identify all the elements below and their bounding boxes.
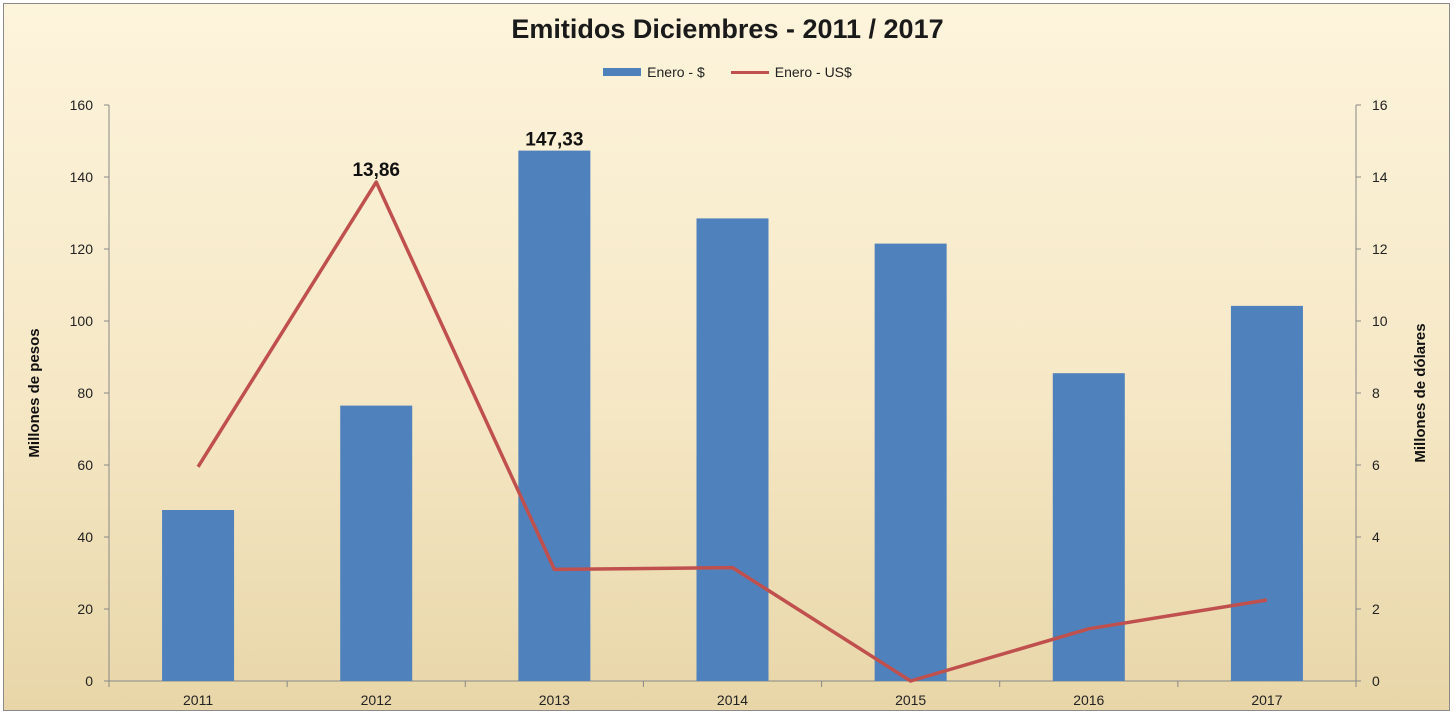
chart-title: Emitidos Diciembres - 2011 / 2017 (511, 14, 944, 44)
x-tick-label: 2015 (895, 692, 926, 708)
y-left-tick-label: 120 (70, 241, 94, 257)
x-tick-label: 2016 (1073, 692, 1104, 708)
bar (518, 150, 591, 681)
x-tick-label: 2012 (361, 692, 392, 708)
y-left-tick-label: 140 (70, 169, 94, 185)
y-right-tick-label: 12 (1372, 241, 1388, 257)
y-left-tick-label: 100 (70, 313, 94, 329)
line-series (196, 180, 1268, 683)
bar (874, 243, 947, 681)
y-axis-right-title: Millones de dólares (1412, 323, 1429, 462)
y-left-tick-label: 80 (77, 385, 93, 401)
y-right-tick-label: 8 (1372, 385, 1380, 401)
y-right-tick-label: 2 (1372, 601, 1380, 617)
y-left-tick-label: 60 (77, 457, 93, 473)
x-tick-label: 2011 (183, 692, 213, 708)
y-left-tick-label: 160 (70, 97, 94, 113)
y-right-tick-label: 10 (1372, 313, 1388, 329)
y-right-tick-label: 14 (1372, 169, 1388, 185)
y-right-tick-label: 4 (1372, 529, 1380, 545)
bar (340, 405, 413, 681)
bar (1230, 305, 1303, 681)
legend-bar-swatch (603, 68, 642, 76)
x-tick-label: 2014 (717, 692, 748, 708)
legend-line-swatch (730, 70, 769, 74)
y-axis-left-title: Millones de pesos (26, 328, 43, 457)
legend: Enero - $ Enero - US$ (0, 64, 1455, 80)
y-left-tick-label: 40 (77, 529, 93, 545)
y-right-tick-label: 0 (1372, 673, 1380, 689)
data-label: 147,33 (525, 130, 583, 151)
y-left-tick-label: 20 (77, 601, 93, 617)
bar (696, 218, 769, 681)
legend-bar-label: Enero - $ (647, 64, 705, 80)
legend-line-label: Enero - US$ (774, 64, 852, 80)
y-left-tick-label: 0 (85, 673, 93, 689)
bar (162, 510, 235, 681)
y-right-tick-label: 16 (1372, 97, 1388, 113)
y-right-tick-label: 6 (1372, 457, 1380, 473)
data-label: 13,86 (352, 160, 400, 181)
legend-item-bar: Enero - $ (603, 64, 705, 80)
x-tick-label: 2017 (1251, 692, 1282, 708)
x-tick-label: 2013 (539, 692, 570, 708)
legend-item-line: Enero - US$ (730, 64, 852, 80)
